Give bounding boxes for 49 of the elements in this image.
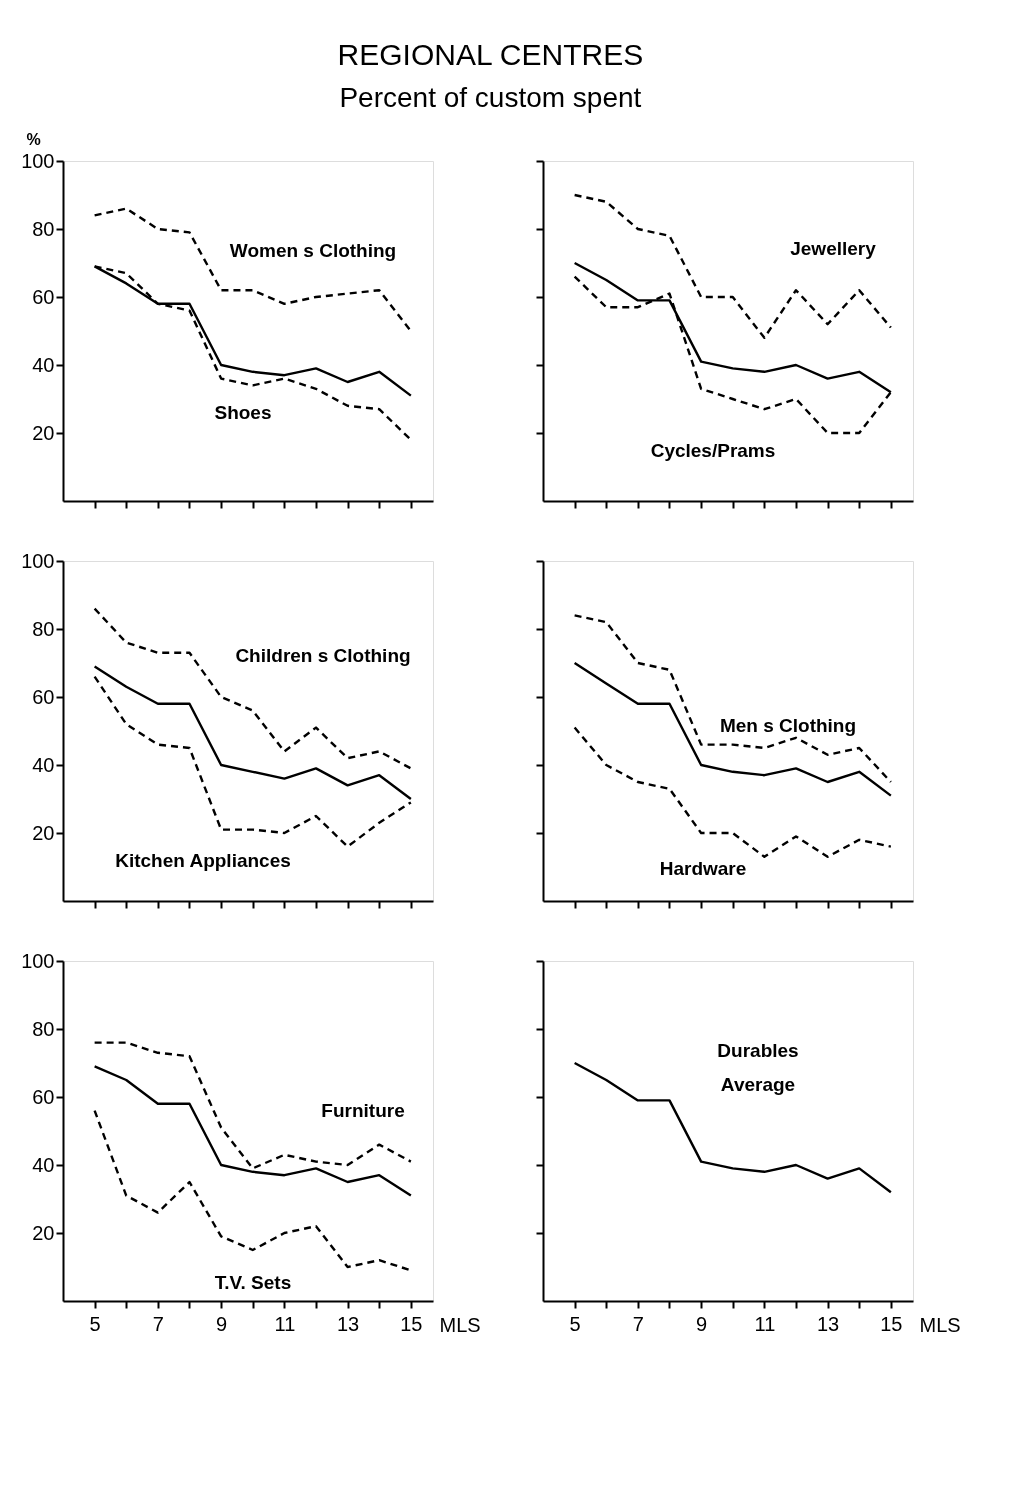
- x-tick-label: 5: [89, 1312, 101, 1335]
- series-label: Kitchen Appliances: [115, 850, 291, 871]
- y-tick-label: 80: [32, 617, 55, 640]
- y-tick-label: 40: [32, 753, 55, 776]
- text: Durables Average: [717, 1040, 799, 1095]
- x-tick-label: 15: [400, 1312, 423, 1335]
- line-series: [93, 665, 413, 801]
- x-tick-label: 7: [632, 1312, 644, 1335]
- line-series: [93, 1065, 413, 1197]
- x-tick-label: 7: [152, 1312, 164, 1335]
- x-tick-label: 13: [816, 1312, 840, 1335]
- series-label: Jewellery: [790, 238, 877, 259]
- y-tick-label: 60: [32, 1085, 55, 1108]
- x-tick-label: 11: [754, 1312, 776, 1335]
- y-tick-label: 40: [32, 353, 55, 376]
- series-label: T.V. Sets: [214, 1272, 292, 1293]
- y-axis-title: %: [26, 130, 41, 148]
- y-tick-label: 40: [32, 1153, 55, 1176]
- y-tick-label: 80: [32, 217, 55, 240]
- line-series: [93, 1041, 413, 1170]
- series-label: Children s Clothing: [235, 645, 411, 666]
- series-label: Women s Clothing: [229, 240, 397, 261]
- x-tick-label: 11: [274, 1312, 296, 1335]
- x-axis-title: MLS: [919, 1313, 961, 1336]
- series-label: Cycles/Prams: [650, 440, 776, 461]
- line-series: [93, 207, 413, 333]
- y-tick-label: 20: [32, 1221, 55, 1244]
- series-label: Men s Clothing: [719, 715, 857, 736]
- line-series: [93, 607, 413, 770]
- y-tick-label: 100: [21, 149, 55, 172]
- y-tick-label: 20: [32, 421, 55, 444]
- x-tick-label: 5: [569, 1312, 581, 1335]
- text: Percent of custom spent: [339, 81, 642, 113]
- y-tick-label: 100: [21, 549, 55, 572]
- series-label: Furniture: [321, 1100, 405, 1121]
- chart-title: REGIONAL CENTRES: [337, 37, 644, 71]
- x-tick-label: 9: [216, 1312, 228, 1335]
- series-label: Hardware: [659, 858, 747, 879]
- y-tick-label: 80: [32, 1017, 55, 1040]
- x-axis-title: MLS: [439, 1313, 481, 1336]
- series-label: Shoes: [214, 402, 272, 423]
- x-tick-label: 15: [880, 1312, 903, 1335]
- y-tick-label: 60: [32, 285, 55, 308]
- x-tick-label: 9: [696, 1312, 708, 1335]
- x-tick-label: 13: [336, 1312, 360, 1335]
- y-tick-label: 60: [32, 685, 55, 708]
- line-series: [93, 675, 413, 848]
- y-tick-label: 100: [21, 949, 55, 972]
- y-tick-label: 20: [32, 821, 55, 844]
